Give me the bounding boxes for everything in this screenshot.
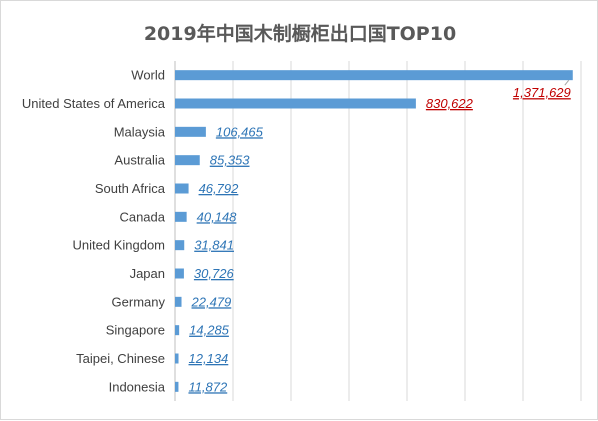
bar bbox=[175, 240, 185, 251]
chart-title: 2019年中国木制橱柜出口国TOP10 bbox=[143, 23, 457, 45]
category-label: Japan bbox=[130, 266, 165, 281]
data-label: 22,479 bbox=[191, 294, 232, 309]
data-label: 30,726 bbox=[194, 266, 235, 281]
bar bbox=[175, 211, 187, 222]
data-label: 85,353 bbox=[210, 153, 251, 168]
category-label: Germany bbox=[112, 294, 166, 309]
data-label: 31,841 bbox=[194, 238, 234, 253]
data-label: 1,371,629 bbox=[513, 85, 571, 100]
data-label: 12,134 bbox=[189, 351, 229, 366]
category-label: World bbox=[131, 68, 165, 83]
bar bbox=[175, 155, 200, 166]
category-label: Canada bbox=[119, 209, 165, 224]
bar bbox=[175, 353, 179, 364]
category-label: Malaysia bbox=[114, 124, 166, 139]
bar bbox=[175, 381, 179, 392]
data-label: 46,792 bbox=[199, 181, 240, 196]
data-label: 830,622 bbox=[426, 96, 474, 111]
data-label: 40,148 bbox=[197, 209, 238, 224]
category-label: Taipei, Chinese bbox=[76, 351, 165, 366]
category-label: United States of America bbox=[22, 96, 166, 111]
category-label: Australia bbox=[114, 153, 165, 168]
label-leader-line bbox=[564, 79, 570, 86]
data-label: 106,465 bbox=[216, 124, 264, 139]
category-label: Indonesia bbox=[109, 379, 166, 394]
data-label: 14,285 bbox=[189, 323, 230, 338]
bar bbox=[175, 98, 416, 109]
data-label: 11,872 bbox=[188, 379, 228, 394]
bar bbox=[175, 268, 184, 279]
bar bbox=[175, 126, 206, 137]
bar bbox=[175, 325, 180, 336]
bar bbox=[175, 70, 573, 81]
bar bbox=[175, 296, 182, 307]
category-label: Singapore bbox=[106, 323, 165, 338]
category-label: United Kingdom bbox=[73, 238, 166, 253]
category-label: South Africa bbox=[95, 181, 166, 196]
bar bbox=[175, 183, 189, 194]
